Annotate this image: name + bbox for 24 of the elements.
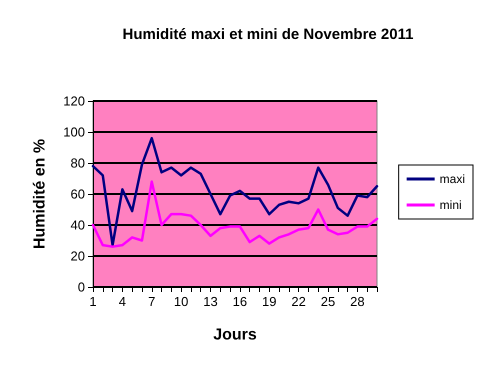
y-tick-label: 120 [63, 94, 85, 108]
x-tick-label: 13 [203, 294, 218, 309]
line-series [92, 180, 378, 248]
x-tick-label: 28 [350, 294, 365, 309]
x-tick-label: 19 [262, 294, 277, 309]
x-tick-label: 4 [118, 294, 126, 309]
y-tick-label: 40 [70, 218, 85, 232]
x-axis-title: Jours [213, 326, 257, 344]
chart-title: Humidité maxi et mini de Novembre 2011 [122, 26, 414, 43]
y-tick-label: 20 [70, 248, 85, 264]
legend-label: maxi [440, 172, 466, 186]
y-tick-label: 0 [78, 280, 85, 294]
x-tick-label: 7 [148, 294, 156, 309]
x-tick-label: 25 [320, 294, 336, 309]
y-tick-label: 80 [70, 156, 85, 170]
y-tick-label: 60 [70, 186, 85, 202]
y-axis-title: Humidité en % [32, 138, 48, 250]
y-tick-label: 100 [63, 124, 85, 140]
x-tick-label: 16 [232, 294, 248, 309]
x-tick-label: 22 [291, 294, 306, 309]
legend-label: mini [440, 198, 462, 212]
line-series [92, 136, 378, 246]
x-tick-label: 1 [89, 294, 97, 309]
x-tick-label: 10 [174, 294, 188, 309]
